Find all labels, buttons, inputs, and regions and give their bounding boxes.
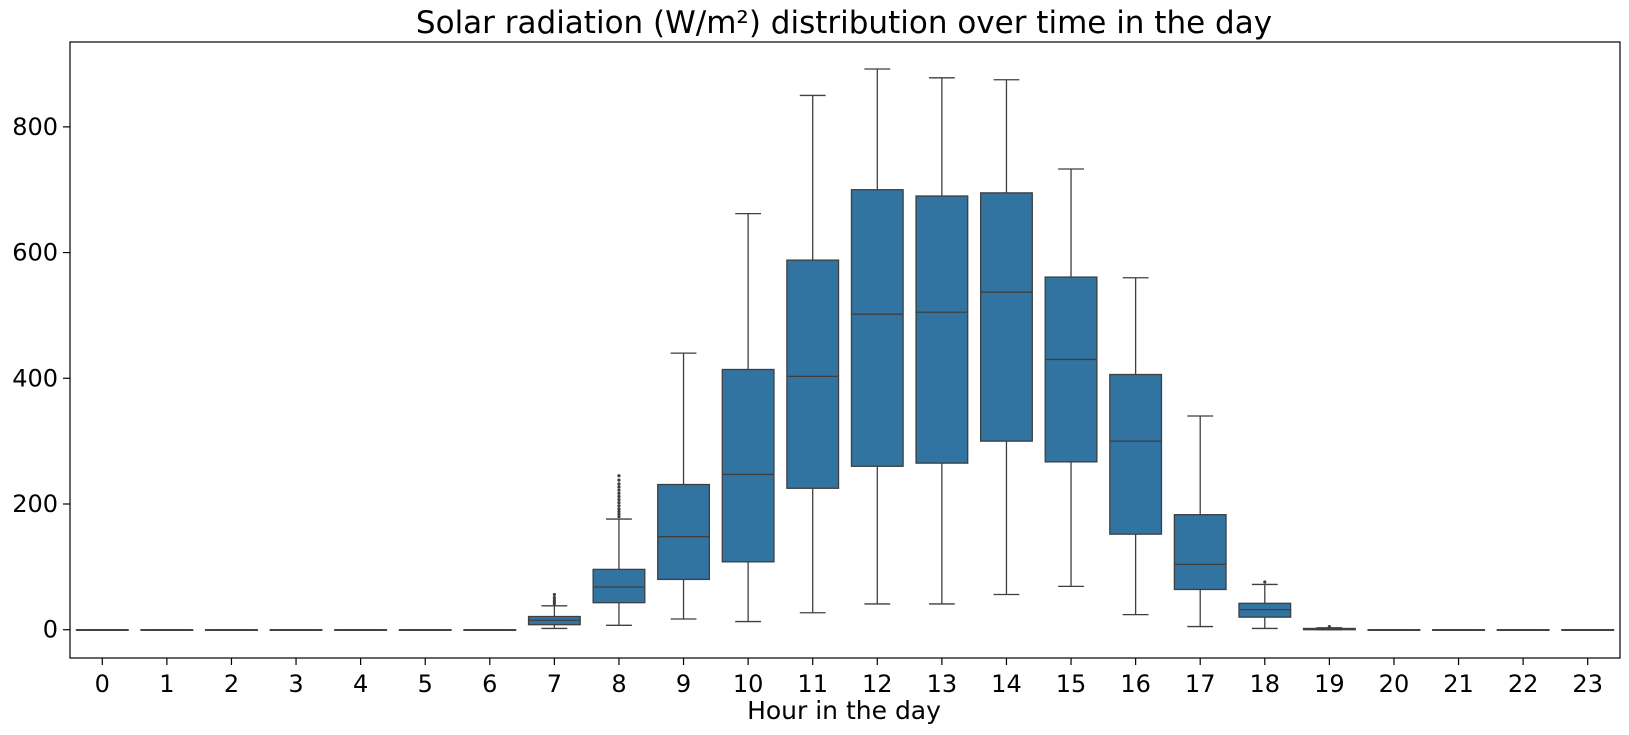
x-tick-label: 18 — [1250, 670, 1281, 698]
outlier-point — [617, 514, 621, 519]
box-iqr — [1044, 276, 1098, 463]
y-tick-label: 600 — [12, 239, 58, 267]
outlier-point — [617, 504, 621, 508]
box-hour-15 — [1044, 168, 1098, 587]
y-axis: 0 200 400 600 800 — [12, 113, 70, 644]
outlier-point — [617, 498, 621, 502]
x-tick-label: 5 — [418, 670, 433, 698]
box-hour-3 — [269, 629, 323, 631]
outlier-point — [1327, 624, 1331, 629]
outlier-point — [617, 488, 621, 492]
box-hour-9 — [657, 352, 711, 620]
outlier-point — [552, 592, 556, 597]
box-iqr — [786, 259, 840, 489]
box-hour-6 — [463, 629, 517, 631]
x-tick-label: 16 — [1120, 670, 1151, 698]
x-tick-label: 8 — [611, 670, 626, 698]
box-hour-13 — [915, 77, 969, 605]
box-hour-4 — [334, 629, 388, 631]
x-tick-label: 6 — [482, 670, 497, 698]
plot-frame — [69, 41, 1621, 659]
box-hour-7 — [527, 592, 581, 630]
outlier-point — [617, 478, 621, 482]
box-hour-8 — [592, 474, 646, 626]
box-hour-19 — [1302, 624, 1356, 631]
x-tick-label: 23 — [1572, 670, 1603, 698]
x-tick-label: 7 — [547, 670, 562, 698]
outlier-point — [617, 507, 621, 511]
box-hour-22 — [1496, 629, 1550, 631]
box-iqr — [1109, 373, 1163, 535]
box-hour-11 — [786, 94, 840, 614]
box-hour-21 — [1432, 629, 1486, 631]
outlier-point — [552, 598, 556, 602]
outlier-point — [552, 596, 556, 600]
outlier-point — [617, 482, 621, 486]
box-iqr — [592, 568, 646, 604]
box-iqr — [657, 483, 711, 581]
box-iqr — [915, 195, 969, 464]
x-tick-label: 2 — [224, 670, 239, 698]
box-hour-10 — [721, 212, 775, 623]
x-axis: 0 1 2 3 4 5 6 7 8 9 10 11 12 13 14 15 16 17 18 19 20 21 22 23 — [95, 658, 1603, 698]
y-tick-label: 800 — [12, 113, 58, 141]
x-tick-label: 19 — [1314, 670, 1345, 698]
box-hour-1 — [140, 629, 194, 631]
x-tick-label: 15 — [1056, 670, 1087, 698]
box-iqr — [850, 189, 904, 467]
box-hour-17 — [1173, 415, 1227, 628]
outlier-point — [617, 501, 621, 505]
box-hour-5 — [398, 629, 452, 631]
x-tick-label: 22 — [1508, 670, 1539, 698]
plot-area — [75, 68, 1615, 631]
outlier-point — [617, 474, 621, 478]
box-iqr — [1173, 514, 1227, 591]
y-tick-label: 0 — [43, 616, 58, 644]
x-tick-label: 12 — [862, 670, 893, 698]
x-tick-label: 21 — [1443, 670, 1474, 698]
x-tick-label: 17 — [1185, 670, 1216, 698]
box-hour-23 — [1561, 629, 1615, 631]
outlier-point — [617, 491, 621, 495]
x-tick-label: 1 — [159, 670, 174, 698]
outlier-point — [617, 512, 621, 516]
box-hour-0 — [75, 629, 129, 631]
y-tick-label: 200 — [12, 490, 58, 518]
x-tick-label: 4 — [353, 670, 368, 698]
outlier-point — [617, 494, 621, 499]
x-axis-label: Hour in the day — [747, 696, 941, 725]
outlier-point — [1263, 580, 1267, 584]
x-tick-label: 11 — [797, 670, 828, 698]
box-iqr — [721, 368, 775, 563]
box-hour-12 — [850, 68, 904, 605]
x-tick-label: 10 — [733, 670, 764, 698]
box-hour-2 — [204, 629, 258, 631]
box-iqr — [979, 192, 1033, 442]
x-tick-label: 13 — [927, 670, 958, 698]
outlier-point — [617, 485, 621, 489]
x-tick-label: 20 — [1379, 670, 1410, 698]
box-hour-14 — [979, 79, 1033, 596]
x-tick-label: 9 — [676, 670, 691, 698]
x-tick-label: 3 — [288, 670, 303, 698]
box-hour-20 — [1367, 629, 1421, 631]
x-tick-label: 14 — [991, 670, 1022, 698]
chart-title: Solar radiation (W/m²) distribution over… — [416, 5, 1272, 41]
outlier-point — [617, 509, 621, 514]
box-hour-18 — [1238, 580, 1292, 630]
box-hour-16 — [1109, 277, 1163, 616]
y-tick-label: 400 — [12, 364, 58, 392]
x-tick-label: 0 — [95, 670, 110, 698]
